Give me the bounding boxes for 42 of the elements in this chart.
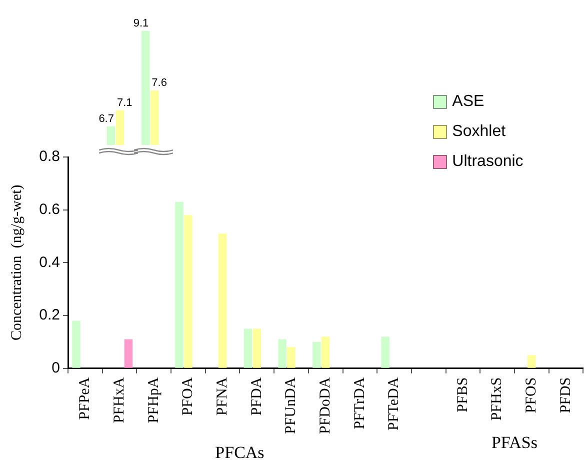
y-tick-label: 0.8 <box>39 148 60 166</box>
data-label: 7.1 <box>117 96 132 109</box>
y-tick-label: 0.4 <box>39 254 60 271</box>
x-tick-label: PFDoDA <box>318 377 334 434</box>
x-tick-label: PFHxA <box>111 377 128 424</box>
x-tick-label: PFOS <box>524 377 540 414</box>
bar <box>252 328 262 368</box>
x-tick-label: PFHxS <box>489 377 506 421</box>
bar <box>381 336 390 368</box>
data-label: 7.6 <box>152 77 167 90</box>
legend-label: Soxhlet <box>452 123 506 141</box>
x-tick-label: PFHpA <box>146 377 162 424</box>
bar <box>124 339 133 368</box>
bar <box>184 215 192 368</box>
bar <box>321 336 330 368</box>
x-tick-label: PFTeDA <box>386 377 402 430</box>
y-axis-title: Concentration (ng/g-wet) <box>8 184 25 341</box>
x-tick-label: PFDS <box>558 377 574 414</box>
x-tick-label: PFOA <box>180 377 196 416</box>
data-label: 9.1 <box>133 17 149 30</box>
legend-label: ASE <box>452 93 484 111</box>
data-label: 6.7 <box>98 112 114 125</box>
x-tick-label: PFDA <box>248 377 265 416</box>
bar <box>528 355 536 368</box>
bar <box>287 347 296 368</box>
y-tick-label: 0.6 <box>39 200 60 218</box>
x-tick-label: PFTrDA <box>352 377 368 430</box>
bar <box>244 328 252 368</box>
bar <box>218 234 227 368</box>
text: PFASs <box>491 432 538 452</box>
x-tick-label: PFBS <box>454 377 471 412</box>
y-tick-label: 0.2 <box>39 306 60 324</box>
bar <box>278 339 286 368</box>
x-tick-label: PFPeA <box>77 377 94 420</box>
y-tick-label: 0 <box>52 359 60 376</box>
legend-label: Ultrasonic <box>452 153 524 171</box>
text: PFCAs <box>215 442 264 462</box>
x-tick-label: PFUnDA <box>283 377 300 434</box>
bar <box>175 202 184 368</box>
bar <box>312 342 321 368</box>
x-tick-label: PFNA <box>214 377 230 416</box>
bar <box>72 320 80 368</box>
